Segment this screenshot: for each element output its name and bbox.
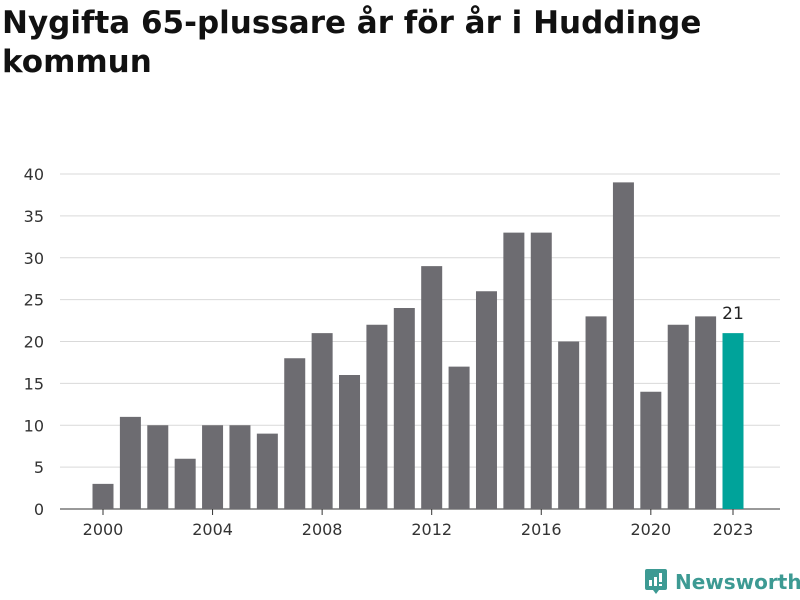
- bar-2002: [147, 425, 169, 509]
- bar-2009: [339, 375, 361, 509]
- bar-2004: [202, 425, 224, 509]
- bar-2023: [722, 333, 744, 509]
- bar-2018: [585, 316, 607, 509]
- bar-2021: [667, 324, 689, 509]
- x-tick-label: 2004: [192, 520, 233, 539]
- bar-2015: [503, 232, 525, 509]
- bar-2005: [229, 425, 251, 509]
- bar-2006: [256, 433, 278, 509]
- data-label: 21: [722, 304, 744, 324]
- y-tick-label: 5: [34, 458, 44, 477]
- x-tick-label: 2020: [630, 520, 671, 539]
- y-tick-label: 10: [24, 416, 44, 435]
- chart-title: Nygifta 65-plussare år för år i Huddinge…: [2, 5, 702, 80]
- y-tick-label: 35: [24, 207, 44, 226]
- y-tick-label: 40: [24, 165, 44, 184]
- bar-2014: [475, 291, 497, 509]
- x-tick-label: 2012: [411, 520, 452, 539]
- y-tick-label: 20: [24, 333, 44, 352]
- bar-2013: [448, 366, 470, 509]
- x-tick-label: 2008: [302, 520, 343, 539]
- x-tick-label: 2023: [713, 520, 754, 539]
- bar-2022: [695, 316, 717, 509]
- bar-2016: [530, 232, 552, 509]
- brand-name: Newsworthy: [675, 570, 800, 594]
- bar-2003: [174, 458, 196, 509]
- bar-2020: [640, 391, 662, 509]
- bar-2008: [311, 333, 333, 509]
- y-tick-label: 30: [24, 249, 44, 268]
- bar-2017: [558, 341, 580, 509]
- bar-2000: [92, 483, 114, 509]
- bar-2010: [366, 324, 388, 509]
- bar-2001: [119, 416, 141, 509]
- bar-2007: [284, 358, 306, 509]
- bar-2019: [612, 182, 634, 509]
- newsworthy-logo-icon: [645, 569, 667, 594]
- bar-2012: [421, 266, 443, 509]
- x-tick-label: 2016: [521, 520, 562, 539]
- x-tick-label: 2000: [83, 520, 124, 539]
- y-tick-label: 15: [24, 374, 44, 393]
- y-tick-label: 25: [24, 291, 44, 310]
- bar-2011: [393, 308, 415, 509]
- y-tick-label: 0: [34, 500, 44, 519]
- newsworthy-logo: Newsworthy: [645, 569, 800, 595]
